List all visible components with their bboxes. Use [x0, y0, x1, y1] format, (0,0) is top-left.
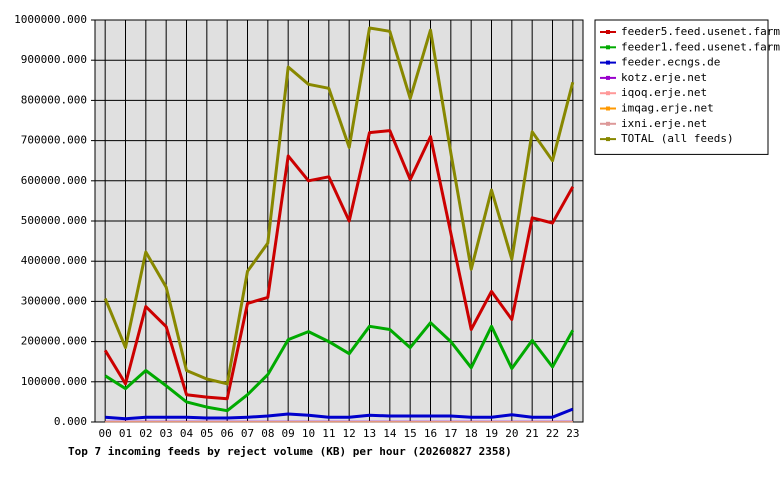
x-tick-label: 21	[526, 427, 539, 440]
y-tick-label: 600000.000	[21, 174, 87, 187]
x-tick-label: 01	[119, 427, 132, 440]
legend-label: TOTAL (all feeds)	[621, 132, 734, 145]
x-tick-label: 10	[302, 427, 315, 440]
legend-dot	[606, 137, 610, 142]
legend-label: feeder5.feed.usenet.farm	[621, 25, 780, 38]
y-tick-label: 100000.000	[21, 375, 87, 388]
y-tick-label: 300000.000	[21, 294, 87, 307]
y-tick-label: 0.000	[54, 415, 87, 428]
series-line	[103, 129, 575, 401]
y-tick-label: 200000.000	[21, 335, 87, 348]
x-tick-label: 02	[139, 427, 152, 440]
legend-dot	[606, 45, 610, 50]
series-line	[105, 407, 574, 421]
x-tick-label: 22	[546, 427, 559, 440]
x-tick-label: 09	[282, 427, 295, 440]
x-tick-label: 19	[485, 427, 498, 440]
x-tick-label: 18	[465, 427, 478, 440]
legend-box	[594, 19, 769, 155]
y-tick-label: 700000.000	[21, 134, 87, 147]
chart-title: Top 7 incoming feeds by reject volume (K…	[68, 445, 512, 458]
y-tick-label: 1000000.000	[14, 13, 87, 26]
x-tick-label: 14	[383, 427, 397, 440]
series-line	[104, 321, 575, 413]
y-tick-label: 900000.000	[21, 53, 87, 66]
x-tick-label: 00	[99, 427, 112, 440]
legend-label: imqag.erje.net	[621, 102, 714, 115]
legend-dot	[606, 106, 610, 111]
x-tick-label: 13	[363, 427, 376, 440]
legend-label: feeder.ecngs.de	[621, 56, 720, 69]
x-tick-label: 16	[424, 427, 437, 440]
y-tick-label: 500000.000	[21, 214, 87, 227]
x-tick-label: 06	[221, 427, 234, 440]
x-tick-label: 07	[241, 427, 254, 440]
legend-label: feeder1.feed.usenet.farm	[621, 40, 780, 53]
y-tick-label: 400000.000	[21, 254, 87, 267]
x-tick-label: 03	[160, 427, 173, 440]
legend-dot	[606, 91, 610, 96]
legend-dot	[606, 75, 610, 80]
legend-dot	[606, 121, 610, 126]
legend-label: ixni.erje.net	[621, 117, 707, 130]
x-tick-label: 04	[180, 427, 194, 440]
legend-label: kotz.erje.net	[621, 71, 707, 84]
series-line	[103, 26, 575, 386]
x-tick-label: 11	[322, 427, 335, 440]
x-tick-label: 15	[404, 427, 417, 440]
y-tick-label: 800000.000	[21, 93, 87, 106]
x-tick-label: 08	[261, 427, 274, 440]
x-tick-label: 23	[566, 427, 579, 440]
x-tick-label: 05	[200, 427, 213, 440]
legend-dot	[606, 30, 610, 34]
x-tick-label: 17	[444, 427, 457, 440]
x-tick-label: 20	[505, 427, 518, 440]
legend-label: iqoq.erje.net	[621, 86, 707, 99]
legend-dot	[606, 60, 610, 65]
x-tick-label: 12	[343, 427, 356, 440]
